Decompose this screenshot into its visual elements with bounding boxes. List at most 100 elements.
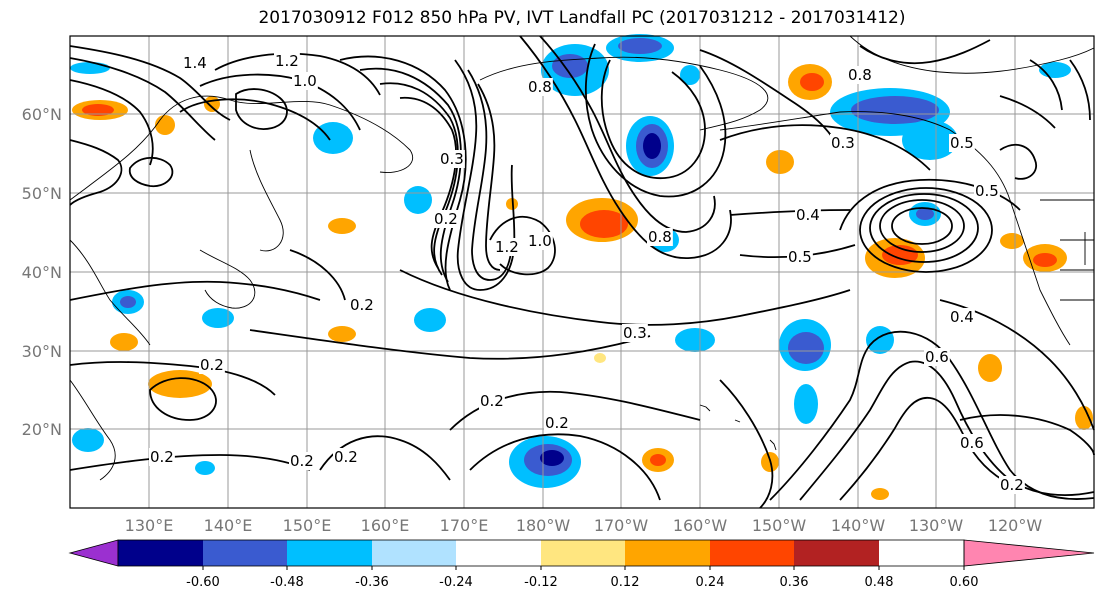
- contour-line: [769, 330, 1095, 501]
- anomaly-blob: [404, 186, 432, 214]
- colorbar-segment: [625, 540, 710, 566]
- colorbar-segment: [372, 540, 456, 566]
- colorbar: -0.60 -0.48 -0.36 -0.24 -0.12 0.12 0.24 …: [68, 539, 1095, 590]
- contour-label-halo: [830, 134, 856, 152]
- contour-label: 0.2: [200, 356, 224, 374]
- contour-line: [600, 59, 706, 179]
- anomaly-blob: [70, 62, 110, 74]
- anomaly-blob: [978, 354, 1002, 382]
- contour-line: [69, 361, 276, 396]
- contour-label: 0.5: [975, 182, 999, 200]
- contour-labels: 1.4 1.2 1.0 0.8 0.3 0.2 0.2 0.2 1.2 1.0 …: [149, 52, 1025, 494]
- colorbar-tick-label: 0.48: [865, 575, 894, 590]
- contour-label: 1.0: [293, 72, 317, 90]
- lat-tick-label: 40°N: [22, 263, 62, 282]
- contour-label: 0.5: [788, 248, 812, 266]
- anomaly-blob: [675, 328, 715, 352]
- contour-line: [477, 83, 501, 271]
- islands: [699, 404, 777, 451]
- contour-line: [179, 98, 331, 141]
- map-border: [69, 35, 1095, 509]
- contour-line: [69, 57, 216, 141]
- lon-tick-label: 160°E: [361, 516, 410, 535]
- lon-tick-label: 170°W: [594, 516, 649, 535]
- contour-label-halo: [199, 356, 225, 374]
- contour-label: 0.6: [925, 348, 949, 366]
- contour-label-halo: [349, 296, 375, 314]
- anomaly-blob: [788, 332, 824, 364]
- contour-label-halo: [433, 210, 459, 228]
- contour-label: 1.0: [528, 232, 552, 250]
- coastline: [69, 95, 413, 201]
- contour-line: [69, 139, 123, 206]
- contour-label: 0.2: [350, 296, 374, 314]
- contour-label: 0.5: [950, 134, 974, 152]
- colorbar-segment: [203, 540, 287, 566]
- contour-label: 0.4: [796, 206, 820, 224]
- anomaly-blob: [866, 326, 894, 354]
- anomaly-blob: [1000, 233, 1024, 249]
- anomaly-blob: [580, 210, 628, 238]
- contour-label-halo: [479, 392, 505, 410]
- anomaly-blob: [1033, 253, 1057, 267]
- contour-label-halo: [333, 448, 359, 466]
- lon-tick-label: 180°W: [516, 516, 571, 535]
- contour-label-halo: [999, 476, 1025, 494]
- contour-line: [289, 249, 346, 301]
- contour-line: [891, 207, 953, 245]
- contour-label: 0.2: [334, 448, 358, 466]
- colorbar-tick-label: -0.60: [186, 575, 220, 590]
- contour-label-halo: [289, 452, 315, 470]
- colorbar-arrow-left: [68, 539, 119, 567]
- contour-label-halo: [924, 348, 950, 366]
- colorbar-segment: [541, 540, 625, 566]
- lon-tick-label: 140°E: [204, 516, 253, 535]
- colorbar-segment: [456, 540, 541, 566]
- anomaly-blob: [902, 120, 958, 160]
- anomaly-blob: [328, 326, 356, 342]
- colorbar-tick-label: 0.12: [611, 575, 640, 590]
- contour-label: 0.8: [648, 228, 672, 246]
- contour-line: [859, 39, 991, 65]
- contour-line: [719, 124, 931, 171]
- anomaly-blob: [540, 450, 564, 466]
- contour-label-halo: [949, 134, 975, 152]
- colorbar-tick-label: -0.12: [524, 575, 558, 590]
- contour-label: 1.2: [275, 52, 299, 70]
- contour-label-halo: [182, 54, 208, 72]
- contour-line: [128, 156, 174, 188]
- contour-label-halo: [959, 434, 985, 452]
- anomaly-blob: [195, 461, 215, 475]
- colorbar-tick-label: 0.36: [780, 575, 809, 590]
- contour-line: [839, 397, 1011, 501]
- coastline: [69, 239, 151, 346]
- contour-line: [69, 280, 321, 301]
- coastline: [69, 379, 116, 481]
- contour-label: 1.4: [183, 54, 207, 72]
- anomaly-blob: [72, 428, 104, 452]
- contour-label-halo: [795, 206, 821, 224]
- contour-label: 0.8: [528, 78, 552, 96]
- anomaly-blob: [594, 353, 606, 363]
- contour-line: [149, 377, 217, 421]
- lon-tick-label: 130°W: [909, 516, 964, 535]
- anomaly-blob: [618, 38, 662, 54]
- anomaly-blob: [506, 198, 518, 210]
- colorbar-tick-label: -0.48: [270, 575, 304, 590]
- contour-line: [214, 52, 381, 96]
- contour-label-halo: [847, 66, 873, 84]
- contour-label-halo: [949, 308, 975, 326]
- colorbar-tick-label: 0.24: [696, 575, 725, 590]
- contour-label: 1.2: [495, 238, 519, 256]
- contour-line: [399, 269, 851, 326]
- anomaly-blob: [148, 370, 212, 398]
- contour-line: [719, 379, 774, 509]
- colorbar-tick-label: -0.24: [439, 575, 473, 590]
- colorbar-arrow-right: [963, 539, 1095, 567]
- contour-line: [879, 199, 965, 253]
- colorbar-segment: [287, 540, 372, 566]
- anomaly-blob: [800, 73, 824, 91]
- contour-label-halo: [527, 232, 553, 250]
- anomaly-blob: [871, 488, 889, 500]
